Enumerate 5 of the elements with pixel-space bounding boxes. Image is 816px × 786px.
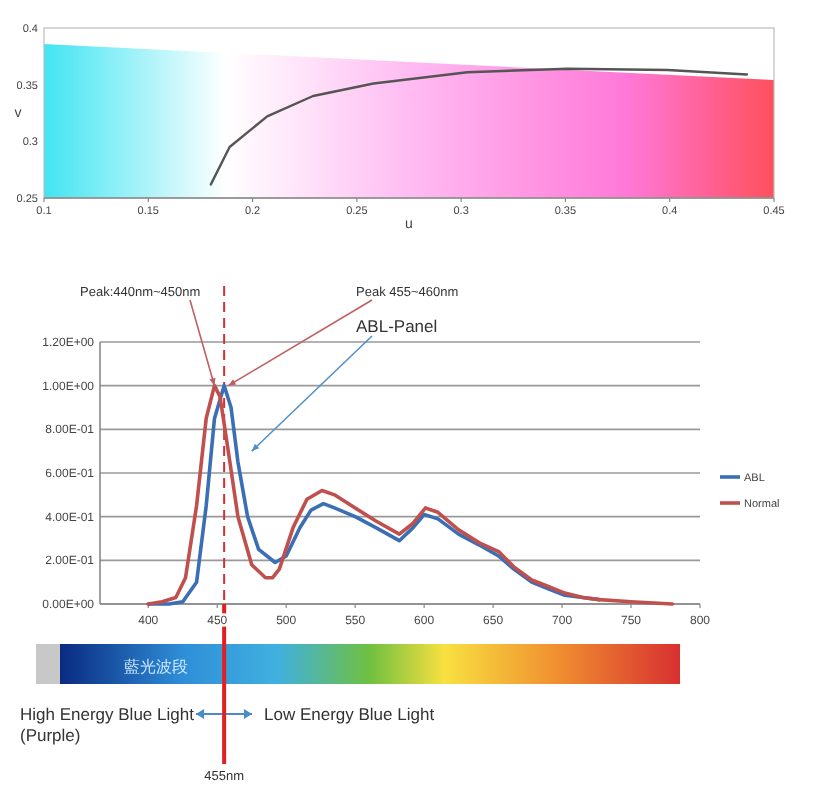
line-series (209, 67, 749, 186)
text: Low Energy Blue Light (264, 704, 436, 724)
annotation: ABL-Panel (356, 316, 438, 336)
text: High Energy Blue Light (Purple) (20, 704, 196, 746)
text: 藍光波段 (124, 658, 188, 676)
